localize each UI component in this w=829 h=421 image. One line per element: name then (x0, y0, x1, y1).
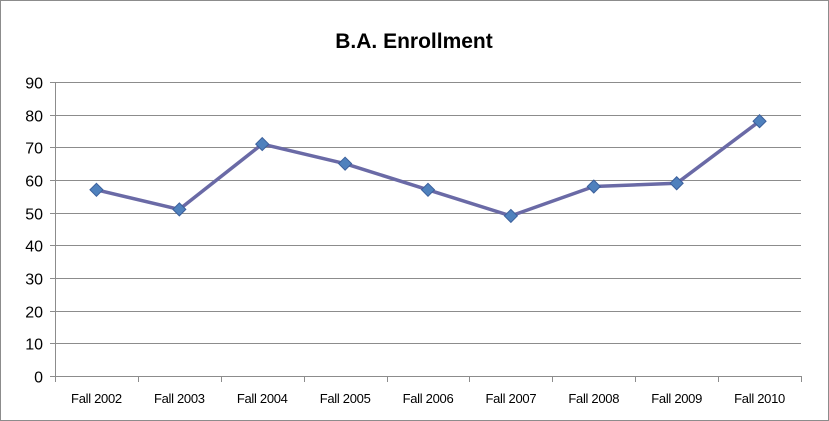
x-tick-label: Fall 2005 (320, 391, 371, 406)
y-tick-label: 80 (25, 109, 43, 126)
y-axis: 0 10 20 30 40 50 60 70 80 90 (25, 76, 56, 387)
data-point-marker (172, 202, 187, 217)
data-point-marker (337, 156, 353, 171)
x-tick-label: Fall 2008 (568, 391, 619, 406)
y-tick-label: 30 (25, 272, 43, 289)
data-point-marker (503, 208, 519, 224)
y-tick-label: 40 (25, 239, 43, 256)
data-point-marker (669, 176, 684, 191)
x-tick-label: Fall 2002 (71, 391, 122, 406)
x-tick-label: Fall 2003 (154, 391, 205, 406)
y-tick-label: 10 (25, 337, 43, 354)
x-tick-label: Fall 2007 (485, 391, 536, 406)
x-tick-label: Fall 2006 (403, 391, 454, 406)
data-point-marker (752, 113, 767, 129)
x-tick-label: Fall 2004 (237, 391, 288, 406)
series-group (89, 113, 767, 224)
chart-title: B.A. Enrollment (335, 30, 493, 53)
y-tick-label: 70 (25, 141, 43, 158)
y-tick-label: 50 (25, 207, 43, 224)
y-tick-label: 60 (25, 174, 43, 191)
x-tick-label: Fall 2010 (734, 391, 785, 406)
y-tick-label: 20 (25, 305, 43, 322)
y-tick-label: 0 (34, 370, 43, 387)
data-point-marker (255, 136, 270, 152)
data-point-marker (586, 179, 601, 194)
data-point-marker (420, 182, 436, 198)
x-tick-label: Fall 2009 (651, 391, 702, 406)
series-line (94, 119, 762, 218)
y-tick-label: 90 (25, 76, 43, 93)
x-axis: Fall 2002 Fall 2003 Fall 2004 Fall 2005 Fall… (55, 376, 802, 406)
data-point-marker (89, 182, 104, 198)
gridlines (55, 82, 801, 377)
